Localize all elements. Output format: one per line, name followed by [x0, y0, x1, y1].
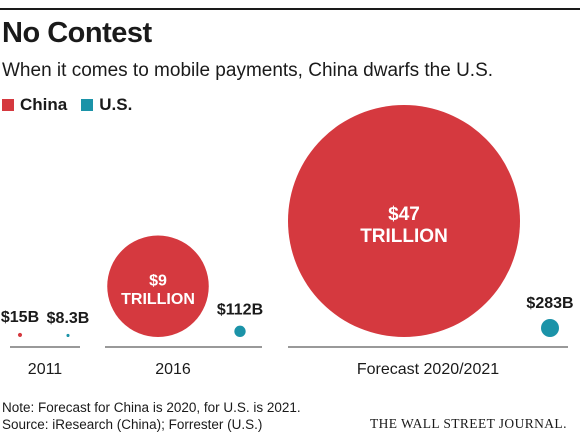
value-label-u-s-2011: $8.3B — [47, 310, 90, 327]
bubble-u-s-2011 — [66, 333, 70, 338]
legend-item-us: U.S. — [81, 95, 132, 115]
bubble-china-2011 — [17, 332, 23, 338]
bubble-china-forecast-2020-2021 — [288, 105, 520, 337]
footnote: Note: Forecast for China is 2020, for U.… — [2, 399, 301, 433]
value-label-u-s-forecast-2020-2021: $283B — [526, 295, 573, 312]
group-label-forecast-2020-2021: Forecast 2020/2021 — [357, 361, 499, 378]
bubble-china-2016 — [107, 235, 209, 337]
legend-label-us: U.S. — [99, 95, 133, 114]
publisher-credit: THE WALL STREET JOURNAL. — [370, 416, 567, 431]
legend: China U.S. — [2, 95, 146, 115]
group-label-2011: 2011 — [28, 361, 63, 378]
top-rule — [0, 8, 580, 10]
legend-label-china: China — [20, 95, 68, 114]
value-label-china-2011: $15B — [1, 309, 39, 326]
chart-subtitle: When it comes to mobile payments, China … — [2, 60, 494, 81]
footnote-note: Note: Forecast for China is 2020, for U.… — [2, 400, 301, 415]
chart-title: No Contest — [2, 17, 152, 49]
legend-item-china: China — [2, 95, 67, 115]
group-label-2016: 2016 — [155, 361, 191, 378]
legend-swatch-us — [81, 99, 94, 111]
footnote-source: Source: iResearch (China); Forrester (U.… — [2, 417, 263, 432]
value-label-china-2016: $9 TRILLION — [121, 272, 195, 307]
bubble-u-s-2016 — [234, 325, 246, 337]
legend-swatch-china — [2, 99, 14, 111]
bubble-u-s-forecast-2020-2021 — [540, 318, 560, 337]
value-label-u-s-2016: $112B — [217, 302, 263, 319]
value-label-china-forecast-2020-2021: $47 TRILLION — [360, 204, 448, 247]
